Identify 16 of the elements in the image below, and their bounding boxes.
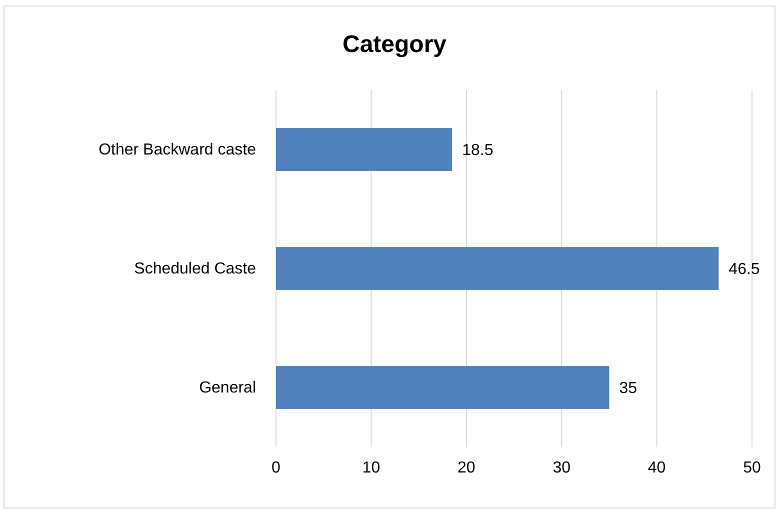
- bar: [276, 247, 719, 290]
- x-tick-label: 50: [743, 459, 761, 476]
- y-tick-label: Scheduled Caste: [134, 260, 256, 278]
- x-tick-label: 30: [552, 459, 571, 476]
- data-label: 46.5: [728, 261, 760, 278]
- x-tick-label: 0: [272, 459, 281, 476]
- bar: [276, 366, 610, 409]
- data-label: 18.5: [462, 142, 494, 160]
- x-tick-label: 20: [458, 459, 476, 476]
- bar: [276, 128, 452, 171]
- data-label: 35: [619, 380, 638, 398]
- chart-title: Category: [342, 31, 448, 58]
- x-tick-label: 40: [648, 459, 666, 476]
- y-tick-label: General: [199, 380, 256, 397]
- y-tick-label: Other Backward caste: [98, 142, 256, 159]
- x-tick-label: 10: [362, 459, 380, 476]
